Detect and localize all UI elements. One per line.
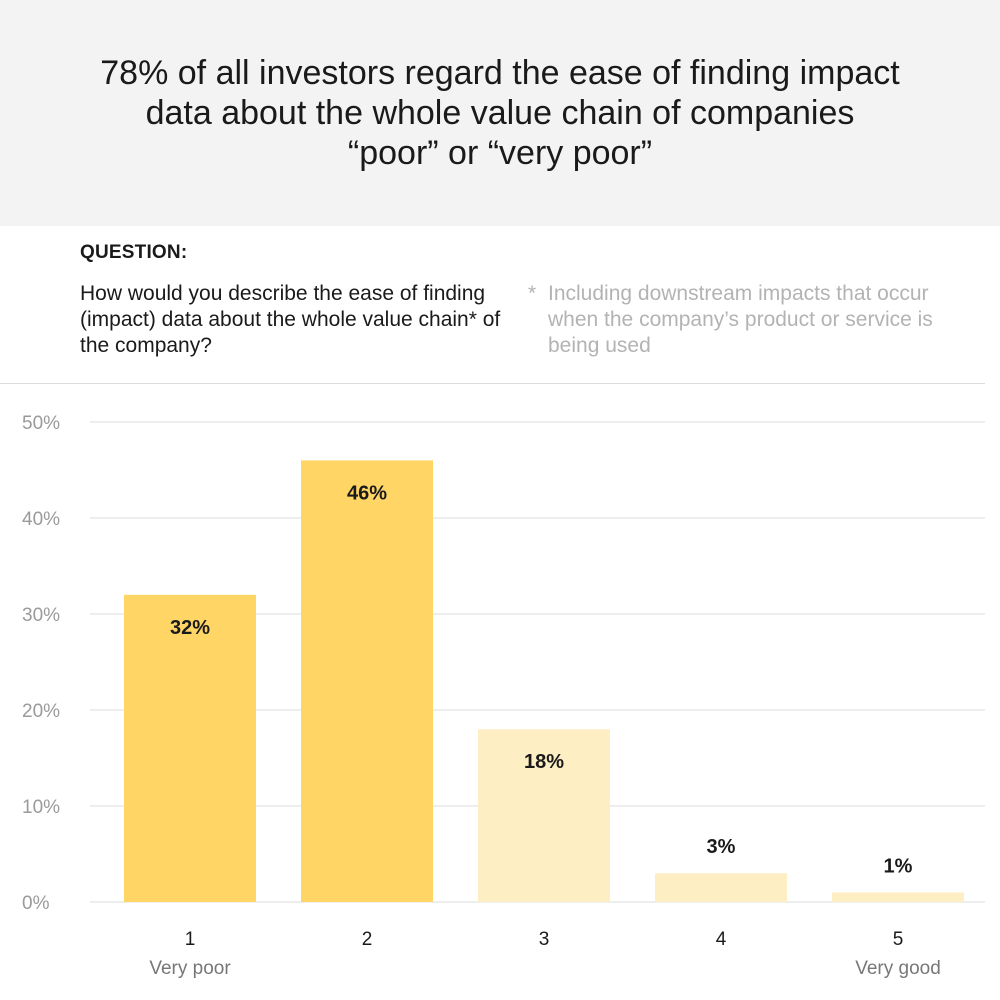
y-tick-label: 0%: [22, 893, 50, 914]
x-tick-label: 5: [893, 929, 904, 950]
page-title: 78% of all investors regard the ease of …: [100, 54, 900, 172]
question-text: How would you describe the ease of findi…: [80, 282, 501, 357]
header-banner: 78% of all investors regard the ease of …: [0, 0, 1000, 226]
footnote-marker: *: [528, 282, 537, 305]
bar: [655, 873, 787, 902]
y-tick-label: 40%: [22, 509, 60, 530]
footnote-text: Including downstream impacts that occur …: [548, 282, 933, 357]
data-label: 3%: [707, 836, 736, 858]
x-tick-label: 3: [539, 929, 550, 950]
bar: [832, 892, 964, 902]
x-tick-sublabel: Very poor: [149, 958, 231, 979]
x-tick-label: 4: [716, 929, 727, 950]
bar: [301, 460, 433, 902]
data-label: 18%: [524, 751, 564, 773]
data-label: 32%: [170, 617, 210, 639]
data-label: 46%: [347, 482, 387, 504]
y-tick-label: 20%: [22, 701, 60, 722]
x-tick-label: 2: [362, 929, 373, 950]
y-tick-label: 30%: [22, 605, 60, 626]
bar: [478, 729, 610, 902]
y-tick-label: 10%: [22, 797, 60, 818]
bar: [124, 594, 256, 902]
x-tick-sublabel: Very good: [855, 958, 941, 979]
question-footnote: * Including downstream impacts that occu…: [528, 281, 948, 359]
data-label: 1%: [884, 855, 913, 877]
question-label: QUESTION:: [80, 242, 188, 263]
y-tick-label: 50%: [22, 413, 60, 434]
x-tick-label: 1: [185, 929, 196, 950]
section-divider: [0, 383, 985, 384]
